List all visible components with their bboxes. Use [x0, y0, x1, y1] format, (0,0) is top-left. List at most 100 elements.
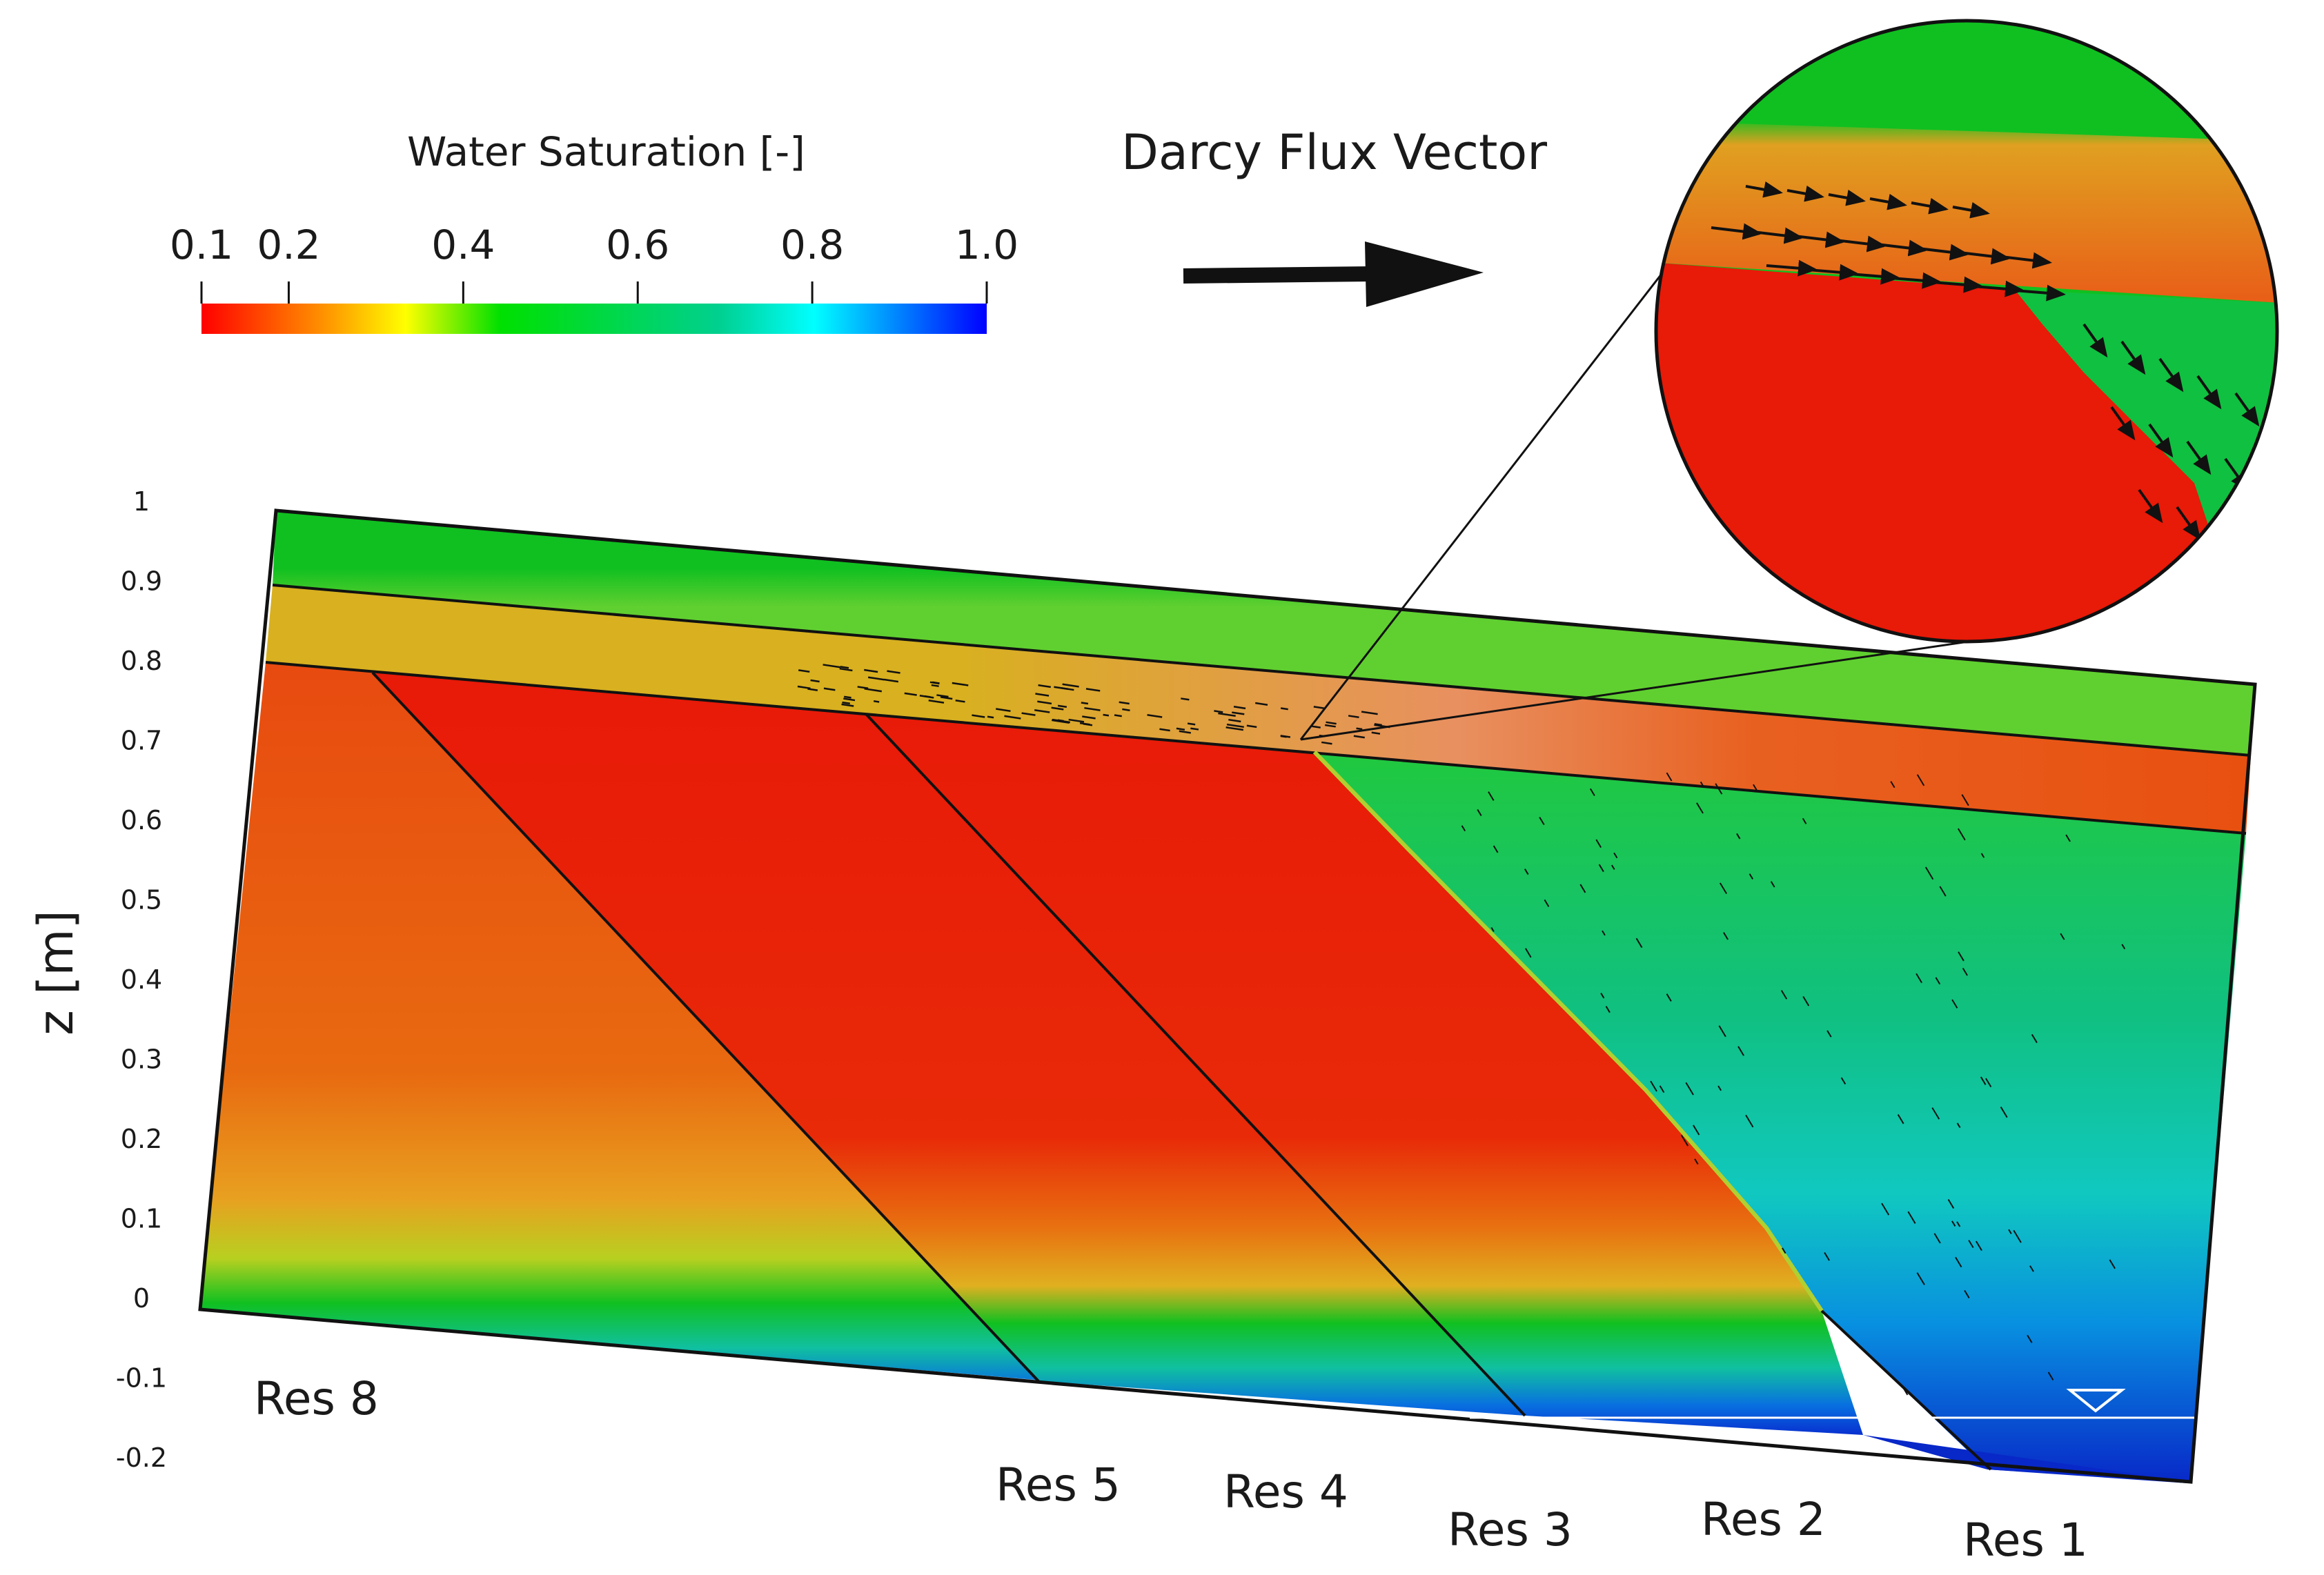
flux-vector — [1119, 701, 1130, 705]
flux-vector — [1916, 973, 1922, 984]
flux-vector — [1935, 977, 1941, 985]
flux-vector — [797, 685, 811, 690]
flux-vector — [1057, 704, 1067, 709]
inset-flux-vector — [2252, 540, 2277, 575]
boundary-res5-res4 — [865, 713, 1526, 1417]
colorbar-tick-label: 0.1 — [170, 221, 233, 268]
zone-res8 — [200, 662, 1038, 1381]
z-axis-tick-label: 1 — [133, 486, 150, 517]
flux-vector — [840, 666, 849, 669]
flux-vector — [1233, 706, 1246, 710]
flux-vector — [1824, 1252, 1830, 1261]
flux-vector — [839, 667, 853, 672]
flux-vector — [1749, 873, 1754, 880]
flux-vector — [1147, 714, 1163, 718]
zone-res5 — [373, 673, 1525, 1416]
flux-vector — [904, 692, 917, 696]
inset-flux-vector — [2014, 284, 2066, 301]
flux-vector — [1228, 718, 1241, 723]
flux-vector — [1902, 1387, 1909, 1396]
flux-vector — [873, 700, 880, 703]
inset-dry-zone — [1656, 262, 2277, 642]
flux-vector — [1021, 712, 1036, 716]
flux-vector — [1968, 1240, 1974, 1249]
flux-vector — [1225, 726, 1244, 731]
flux-vector — [2060, 933, 2065, 940]
flux-vector — [1326, 721, 1337, 725]
flux-vector — [1321, 741, 1332, 745]
zone-saturated — [1863, 1435, 2191, 1483]
flux-vector — [929, 681, 940, 685]
flux-legend: Darcy Flux Vector — [1121, 124, 1547, 307]
flux-vector — [1081, 702, 1089, 705]
flux-vector — [1802, 995, 1810, 1007]
flux-vector — [1962, 967, 1968, 976]
flux-vector — [1650, 1080, 1657, 1092]
flux-vector — [864, 688, 883, 693]
z-axis-tick-label: 0.1 — [121, 1204, 162, 1234]
inset-flux-vector — [1911, 197, 1949, 215]
flux-vector — [798, 669, 810, 673]
z-axis-tick-label: 0 — [133, 1283, 150, 1314]
flux-vector — [1881, 1202, 1890, 1216]
flux-vector — [1595, 839, 1602, 849]
colorbar-tick-label: 0.8 — [780, 221, 844, 268]
flux-vector — [2029, 1265, 2034, 1272]
water-table-icon — [2066, 1389, 2126, 1413]
flux-vector — [1280, 735, 1291, 738]
flux-vector — [1956, 1122, 1961, 1129]
flux-vector — [1037, 700, 1052, 705]
flux-vector — [1956, 1221, 1961, 1227]
flux-vector — [1840, 1077, 1847, 1084]
flux-vector — [1980, 853, 1985, 858]
flux-vector — [1602, 930, 1606, 936]
flux-vector — [1933, 1233, 1941, 1244]
flux-vector — [1114, 714, 1122, 717]
flux-vector — [1694, 1158, 1699, 1165]
flux-vector — [1958, 951, 1964, 962]
layer-band-2 — [266, 585, 2251, 833]
inset-flux-vector — [2148, 423, 2174, 458]
flux-vector — [2047, 1371, 2054, 1380]
column-domain — [198, 508, 2257, 1484]
flux-vector — [1947, 1199, 1955, 1209]
flux-vector — [1781, 1247, 1786, 1254]
inset-flux-vector — [1973, 280, 2025, 297]
zone-res4 — [866, 714, 1863, 1435]
flux-vector — [1084, 706, 1101, 711]
colorbar-ticks: 0.1 0.2 0.4 0.6 0.8 1.0 — [170, 221, 1018, 304]
inset-flux-vector — [2186, 440, 2212, 475]
flux-vector — [972, 714, 985, 718]
flux-vector — [1176, 727, 1185, 731]
flux-vector — [1122, 708, 1130, 711]
flux-vector — [1924, 866, 1934, 880]
flux-vector — [823, 664, 841, 668]
zoom-inset — [1299, 19, 2279, 741]
boundary-res2-res1 — [1820, 1309, 1992, 1471]
flux-vector — [1715, 783, 1723, 795]
flux-vector — [1038, 684, 1051, 689]
flux-vector — [1955, 1256, 1962, 1268]
z-axis-tick-label: -0.2 — [116, 1443, 167, 1473]
flux-vector — [1493, 845, 1499, 853]
flux-vector — [1280, 707, 1288, 711]
inset-flux-vector — [1807, 264, 1859, 281]
flux-vector — [1975, 1240, 1982, 1251]
inset-flux-vector — [1711, 223, 1762, 240]
res-label-3: Res 3 — [1448, 1503, 1573, 1556]
flux-vector — [1897, 1114, 1904, 1125]
res-label-8: Res 8 — [254, 1372, 379, 1425]
inset-flux-vector — [1786, 185, 1824, 202]
boundary-res8-res5 — [371, 671, 1040, 1383]
inset-flux-vector — [1890, 272, 1942, 289]
z-axis-tick-label: 0.7 — [121, 726, 162, 756]
inset-flux-vector — [1918, 244, 1969, 261]
flux-vector — [1085, 688, 1101, 692]
flux-vector — [924, 695, 931, 698]
flux-vector — [1218, 712, 1236, 717]
flux-vector — [936, 694, 949, 698]
flux-vector — [996, 708, 1011, 712]
flux-vector — [940, 696, 953, 700]
flux-vector — [1780, 989, 1788, 1000]
flux-vector — [1696, 802, 1704, 814]
